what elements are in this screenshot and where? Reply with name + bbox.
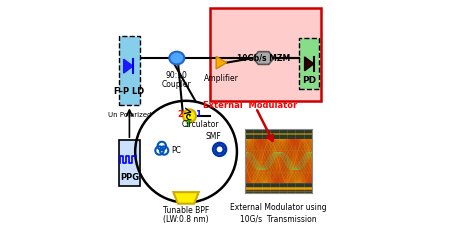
Polygon shape <box>123 59 133 73</box>
Text: 1: 1 <box>195 110 201 119</box>
FancyBboxPatch shape <box>119 140 140 186</box>
FancyBboxPatch shape <box>299 38 319 89</box>
Text: 10G/s  Transmission: 10G/s Transmission <box>240 214 316 223</box>
Text: 10Gb/s MZM: 10Gb/s MZM <box>236 54 290 62</box>
Text: Un Polarized: Un Polarized <box>107 112 151 118</box>
Text: PPG: PPG <box>120 173 139 182</box>
Text: Circulator: Circulator <box>181 120 219 129</box>
Text: External Modulator using: External Modulator using <box>230 203 326 212</box>
Text: 3: 3 <box>184 120 190 129</box>
Text: Coupler: Coupler <box>162 80 191 89</box>
Circle shape <box>183 109 196 122</box>
Text: 90:10: 90:10 <box>166 71 187 80</box>
Text: External  Modulator: External Modulator <box>202 101 296 110</box>
Polygon shape <box>304 57 313 71</box>
Text: (LW:0.8 nm): (LW:0.8 nm) <box>163 215 208 224</box>
Polygon shape <box>252 52 274 64</box>
Text: PD: PD <box>302 76 316 84</box>
Polygon shape <box>216 56 226 69</box>
Text: SMF: SMF <box>206 132 221 141</box>
FancyBboxPatch shape <box>119 36 140 106</box>
Ellipse shape <box>169 52 184 64</box>
Text: Tunable BPF: Tunable BPF <box>162 206 209 215</box>
Polygon shape <box>173 192 198 204</box>
Text: 2: 2 <box>178 110 183 119</box>
Text: Amplifier: Amplifier <box>203 74 238 83</box>
FancyBboxPatch shape <box>210 8 321 101</box>
Text: PC: PC <box>171 146 180 155</box>
Text: F-P LD: F-P LD <box>114 87 144 96</box>
